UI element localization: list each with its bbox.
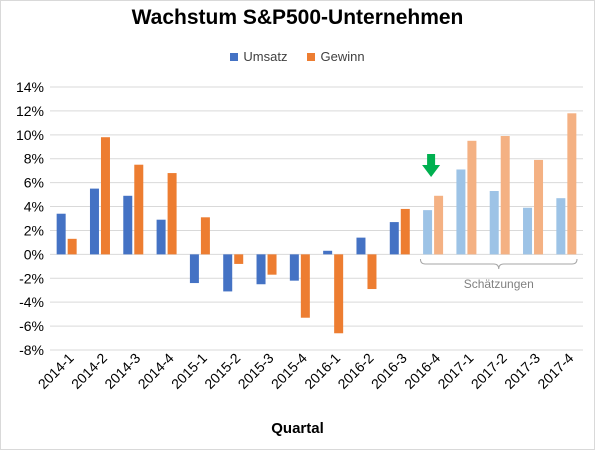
bar-umsatz-2016-2 xyxy=(356,237,366,255)
bar-umsatz-2014-3 xyxy=(123,195,133,255)
legend-swatch-gewinn xyxy=(307,52,316,61)
bar-gewinn-2015-2 xyxy=(234,254,244,264)
bar-gewinn-2016-1 xyxy=(334,254,344,334)
y-tick-label: 0% xyxy=(24,246,44,262)
bar-umsatz-2015-2 xyxy=(223,254,233,292)
x-tick-label: 2014-4 xyxy=(135,350,177,392)
legend-item-gewinn: Gewinn xyxy=(307,49,365,64)
bar-umsatz-2015-3 xyxy=(256,254,266,285)
y-tick-label: -4% xyxy=(19,294,44,310)
x-tick-label: 2014-3 xyxy=(101,350,143,392)
y-tick-label: -6% xyxy=(19,318,44,334)
chart-legend: Umsatz Gewinn xyxy=(0,49,595,64)
estimate-bracket xyxy=(419,258,578,270)
estimate-bracket-label: Schätzungen xyxy=(464,277,534,291)
bar-umsatz-2015-1 xyxy=(189,254,199,284)
x-tick-label: 2017-2 xyxy=(468,350,510,392)
bar-gewinn-2014-4 xyxy=(167,173,177,255)
x-tick-label: 2015-4 xyxy=(268,350,310,392)
bar-gewinn-2014-1 xyxy=(67,238,77,255)
y-tick-label: 12% xyxy=(16,103,44,119)
bar-umsatz-2017-3 xyxy=(523,207,533,255)
bar-umsatz-2014-2 xyxy=(89,188,99,255)
bar-gewinn-2016-2 xyxy=(367,254,377,290)
bar-umsatz-2017-4 xyxy=(556,198,566,255)
x-tick-label: 2015-2 xyxy=(201,350,243,392)
x-tick-label: 2015-3 xyxy=(235,350,277,392)
legend-label-umsatz: Umsatz xyxy=(243,49,288,64)
y-tick-label: 6% xyxy=(24,175,44,191)
x-tick-label: 2016-4 xyxy=(401,350,443,392)
y-tick-label: -8% xyxy=(19,342,44,358)
bar-umsatz-2014-1 xyxy=(56,213,66,255)
bar-umsatz-2017-1 xyxy=(456,169,466,255)
x-axis-title: Quartal xyxy=(271,420,324,437)
bar-gewinn-2017-4 xyxy=(567,113,577,255)
x-tick-label: 2016-3 xyxy=(368,350,410,392)
bar-umsatz-2016-1 xyxy=(323,250,333,255)
bar-umsatz-2017-2 xyxy=(489,191,499,255)
x-tick-label: 2015-1 xyxy=(168,350,210,392)
y-tick-label: 8% xyxy=(24,151,44,167)
x-tick-label: 2017-4 xyxy=(534,350,576,392)
x-tick-label: 2017-1 xyxy=(434,350,476,392)
legend-item-umsatz: Umsatz xyxy=(230,49,287,64)
down-arrow-icon xyxy=(422,154,441,177)
x-tick-label: 2016-1 xyxy=(301,350,343,392)
legend-label-gewinn: Gewinn xyxy=(320,49,365,64)
bar-gewinn-2016-4 xyxy=(434,195,444,255)
bar-gewinn-2014-2 xyxy=(100,137,110,255)
bar-gewinn-2017-3 xyxy=(534,159,544,255)
y-tick-label: 14% xyxy=(16,79,44,95)
bar-gewinn-2015-3 xyxy=(267,254,277,275)
bar-umsatz-2014-4 xyxy=(156,219,166,255)
x-tick-label: 2016-2 xyxy=(334,350,376,392)
y-tick-label: -2% xyxy=(19,270,44,286)
y-tick-label: 10% xyxy=(16,127,44,143)
bar-gewinn-2017-1 xyxy=(467,140,477,255)
chart-title: Wachstum S&P500-Unternehmen xyxy=(131,6,464,29)
y-tick-label: 4% xyxy=(24,199,44,215)
y-tick-label: 2% xyxy=(24,222,44,238)
bar-gewinn-2015-1 xyxy=(200,217,210,255)
legend-swatch-umsatz xyxy=(230,52,239,61)
x-tick-label: 2014-2 xyxy=(68,350,110,392)
bar-gewinn-2017-2 xyxy=(500,136,510,255)
x-tick-label: 2017-3 xyxy=(501,350,543,392)
bar-gewinn-2015-4 xyxy=(300,254,310,318)
bar-umsatz-2016-4 xyxy=(423,210,433,255)
bar-gewinn-2014-3 xyxy=(134,164,144,255)
bar-umsatz-2015-4 xyxy=(289,254,299,281)
bar-gewinn-2016-3 xyxy=(400,208,410,255)
bar-umsatz-2016-3 xyxy=(389,222,399,255)
